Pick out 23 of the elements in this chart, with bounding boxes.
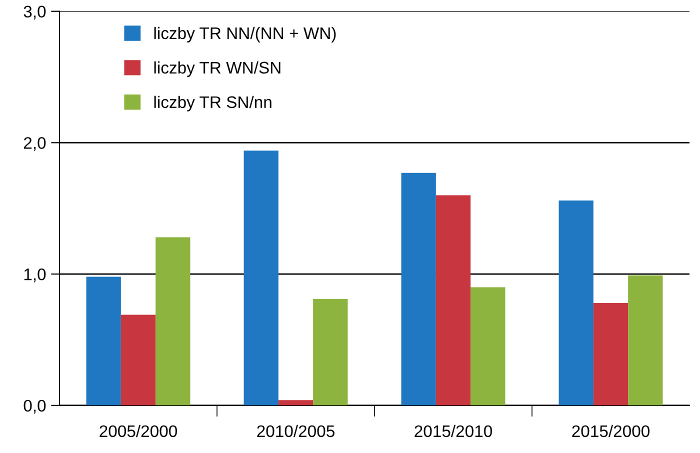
bar <box>558 200 594 406</box>
legend-label: liczby TR NN/(NN + WN) <box>154 26 336 42</box>
legend-label: liczby TR SN/nn <box>154 96 272 112</box>
bar <box>278 400 314 406</box>
bar <box>401 172 436 406</box>
y-tick-label: 1,0 <box>24 268 46 282</box>
bar <box>313 299 348 406</box>
bar <box>86 276 121 406</box>
y-tick-label: 3,0 <box>24 6 46 20</box>
bar <box>120 314 156 406</box>
legend-label: liczby TR WN/SN <box>154 61 280 77</box>
bar <box>470 287 506 406</box>
x-tick-label: 2005/2000 <box>100 424 177 438</box>
x-tick-label: 2015/2000 <box>572 424 650 438</box>
bar <box>156 237 190 406</box>
y-tick-label: 0,0 <box>24 400 46 414</box>
bar <box>593 302 628 406</box>
bar <box>436 195 471 406</box>
x-tick-label: 2015/2010 <box>414 424 492 438</box>
bar <box>628 275 663 406</box>
x-tick-label: 2010/2005 <box>257 424 334 438</box>
y-tick-label: 2,0 <box>24 137 46 151</box>
bar <box>244 150 278 406</box>
